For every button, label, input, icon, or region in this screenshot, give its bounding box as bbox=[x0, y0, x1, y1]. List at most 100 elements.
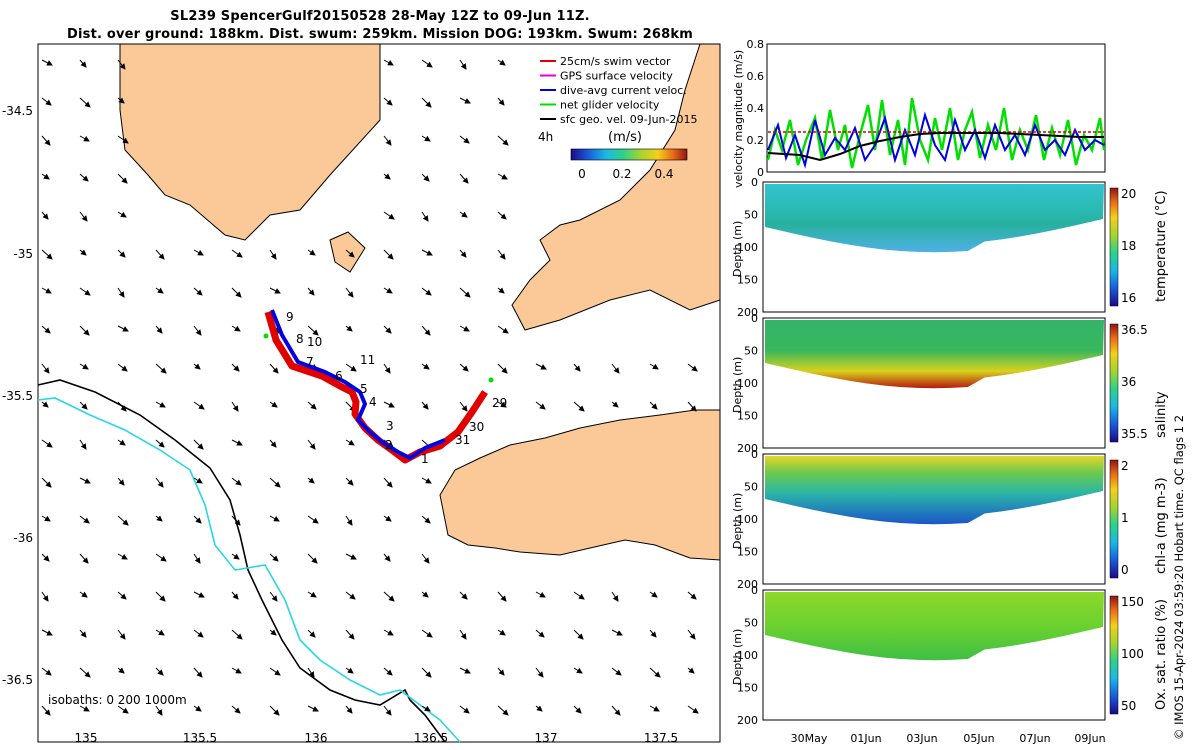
geo-velocity-arrow bbox=[79, 211, 88, 222]
geo-velocity-arrow bbox=[421, 211, 429, 222]
geo-velocity-arrow bbox=[231, 705, 241, 714]
geo-velocity-arrow bbox=[231, 249, 243, 258]
geo-velocity-arrow bbox=[687, 667, 695, 674]
chla-ytick: 200 bbox=[737, 578, 758, 591]
geo-velocity-arrow bbox=[41, 439, 53, 448]
colorbar-units-label: (m/s) bbox=[608, 130, 642, 145]
geo-velocity-arrow bbox=[421, 629, 433, 638]
geo-velocity-arrow bbox=[383, 173, 391, 180]
geo-velocity-arrow bbox=[79, 515, 90, 524]
legend-label: sfc geo. vel. 09-Jun-2015 bbox=[560, 113, 697, 126]
salinity-cbar-label: salinity bbox=[1154, 391, 1169, 438]
geo-velocity-arrow bbox=[155, 363, 167, 374]
geo-velocity-arrow bbox=[155, 553, 167, 562]
time-tick-label: 09Jun bbox=[1074, 732, 1105, 745]
lon-tick-label: 137.5 bbox=[644, 731, 678, 745]
geo-velocity-arrow bbox=[649, 705, 660, 712]
geo-velocity-arrow bbox=[383, 629, 394, 636]
geo-velocity-arrow bbox=[231, 667, 242, 674]
geo-velocity-arrow bbox=[117, 553, 128, 560]
geo-velocity-arrow bbox=[383, 667, 393, 676]
yorke-peninsula-land bbox=[511, 43, 721, 331]
geo-velocity-arrow bbox=[649, 667, 661, 678]
geo-velocity-arrow bbox=[459, 211, 468, 218]
temperature-ytick: 150 bbox=[737, 274, 758, 287]
geo-velocity-arrow bbox=[41, 97, 52, 106]
track-end-marker bbox=[488, 377, 494, 383]
velocity-ytick: 0.8 bbox=[747, 38, 765, 51]
geo-velocity-arrow bbox=[117, 97, 125, 104]
track-start-marker bbox=[263, 333, 269, 339]
geo-velocity-arrow bbox=[193, 363, 201, 370]
geo-velocity-arrow bbox=[687, 401, 697, 412]
geo-velocity-arrow bbox=[307, 705, 319, 712]
day-label: 1 bbox=[421, 452, 429, 466]
time-axis-ticks: 30May 01Jun 03Jun 05Jun 07Jun 09Jun bbox=[791, 732, 1106, 745]
geo-velocity-arrow bbox=[79, 249, 87, 256]
geo-velocity-arrow bbox=[307, 629, 316, 638]
geo-velocity-arrow bbox=[193, 515, 202, 524]
geo-velocity-arrow bbox=[421, 363, 430, 370]
geo-velocity-arrow bbox=[41, 363, 50, 374]
geo-velocity-arrow bbox=[383, 477, 393, 488]
legend-label: net glider velocity bbox=[560, 99, 660, 112]
geo-velocity-arrow bbox=[459, 249, 467, 258]
plot-title-line1: SL239 SpencerGulf20150528 28-May 12Z to … bbox=[170, 9, 590, 24]
geo-velocity-arrow bbox=[41, 325, 51, 334]
geo-velocity-arrow bbox=[611, 363, 620, 374]
geo-velocity-arrow bbox=[193, 401, 205, 410]
geo-velocity-arrow bbox=[231, 629, 243, 640]
isobaths-legend-label: isobaths: 0 200 1000m bbox=[48, 693, 187, 707]
glider-track bbox=[263, 309, 494, 464]
geo-velocity-arrow bbox=[269, 629, 277, 636]
chla-cbar-tick: 2 bbox=[1121, 459, 1129, 473]
geo-velocity-arrow bbox=[497, 135, 509, 146]
map-axis-ticks: 135 135.5 136 136.5 137 137.5 -34.5 -35 … bbox=[2, 104, 678, 745]
geo-velocity-arrow bbox=[383, 287, 393, 294]
geo-velocity-arrow bbox=[497, 401, 507, 408]
net-glider-velocity-series bbox=[766, 97, 1106, 169]
temperature-cbar-tick: 20 bbox=[1121, 187, 1136, 201]
geo-velocity-arrow bbox=[307, 477, 315, 484]
chla-ytick: 100 bbox=[737, 513, 758, 526]
lat-tick-label: -36 bbox=[13, 531, 33, 545]
geo-velocity-arrow bbox=[345, 363, 357, 372]
lon-tick-label: 135.5 bbox=[183, 731, 217, 745]
chla-panel: 0 50 100 150 200 Depth (m) 2 1 0 chl-a (mg m-3) bbox=[731, 448, 1169, 591]
geo-velocity-arrow bbox=[231, 591, 239, 600]
geo-velocity-arrow bbox=[459, 667, 471, 674]
geo-velocity-arrow bbox=[117, 363, 128, 372]
geo-velocity-arrow bbox=[535, 363, 547, 370]
time-tick-label: 03Jun bbox=[906, 732, 937, 745]
geo-velocity-arrow bbox=[687, 705, 699, 714]
day-label: 6 bbox=[335, 369, 343, 383]
geo-velocity-arrow bbox=[41, 135, 51, 146]
chla-colorbar bbox=[1109, 459, 1119, 579]
geo-velocity-arrow bbox=[573, 363, 581, 372]
geo-velocity-arrow bbox=[573, 401, 585, 412]
lon-tick-label: 136.5 bbox=[414, 731, 448, 745]
geo-velocity-arrow bbox=[79, 97, 91, 108]
geo-velocity-arrow bbox=[383, 363, 391, 374]
geo-velocity-arrow bbox=[573, 667, 583, 674]
salinity-panel: 0 50 100 150 200 Depth (m) 36.5 36 35.5 salinity bbox=[731, 312, 1169, 455]
geo-velocity-arrow bbox=[41, 211, 49, 220]
isobath-1000-line bbox=[37, 397, 461, 743]
geo-velocity-arrow bbox=[79, 553, 89, 564]
geo-velocity-arrow bbox=[383, 325, 392, 334]
geo-velocity-arrow bbox=[687, 591, 697, 600]
geo-velocity-arrow bbox=[117, 135, 129, 144]
day-label: 9 bbox=[286, 310, 294, 324]
geo-velocity-arrow bbox=[269, 667, 281, 676]
geo-velocity-arrow bbox=[307, 591, 317, 598]
time-tick-label: 07Jun bbox=[1019, 732, 1050, 745]
lat-tick-label: -34.5 bbox=[2, 104, 33, 118]
geo-velocity-arrow bbox=[155, 287, 164, 294]
colorbar-tick-2: 0.4 bbox=[654, 167, 673, 181]
geo-velocity-arrow bbox=[307, 325, 319, 336]
geo-velocity-arrow bbox=[497, 287, 505, 294]
lon-tick-label: 135 bbox=[75, 731, 98, 745]
oxygen-ytick: 0 bbox=[751, 584, 758, 597]
